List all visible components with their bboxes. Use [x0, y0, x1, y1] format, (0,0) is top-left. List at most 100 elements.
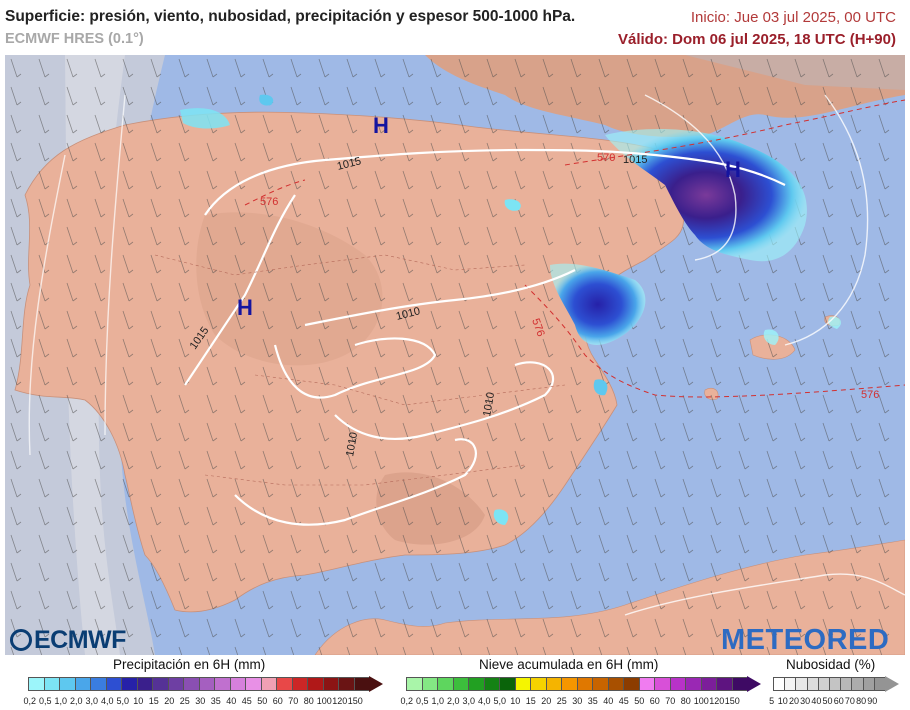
precip-tick-label: 60: [272, 696, 283, 706]
snow-tick-label: 40: [603, 696, 614, 706]
precip-color-swatch: [276, 677, 292, 691]
snow-tick-label: 25: [556, 696, 567, 706]
precip-ticks: 0,2 0,5 1,0 2,0 3,0 4,0 5,0 10 15 20 25 30 35 40 45 50 6…: [22, 696, 363, 708]
thickness-label: 576: [861, 389, 879, 401]
snow-ticks: 0,2 0,5 1,0 2,0 3,0 4,0 5,0 10 15 20 25 30 35 40 45 50 6…: [399, 696, 740, 708]
snow-color-swatch: [638, 677, 654, 691]
precip-color-swatch: [338, 677, 354, 691]
thickness-line: [564, 99, 905, 166]
snow-color-swatch: [561, 677, 577, 691]
cloud-color-bar: [773, 676, 899, 692]
snow-tick-label: 100: [693, 696, 709, 706]
snow-color-swatch: [545, 677, 561, 691]
snow-tick-label: 35: [587, 696, 598, 706]
precip-color-swatch: [167, 677, 183, 691]
snow-tick-label: 50: [634, 696, 645, 706]
cloud-color-swatch: [817, 677, 829, 691]
cloud-tick-label: 90: [867, 696, 878, 706]
precip-color-swatch: [307, 677, 323, 691]
precip-color-swatch: [28, 677, 44, 691]
snow-tick-label: 0,5: [415, 696, 429, 706]
precip-tick-label: 1,0: [54, 696, 67, 706]
cloud-tick-label: 70: [844, 696, 855, 706]
precip-color-swatch: [121, 677, 137, 691]
snow-color-swatch: [731, 677, 747, 691]
snow-tick-label: 4,0: [477, 696, 491, 706]
snow-tick-label: 10: [510, 696, 521, 706]
high-pressure-center: H: [237, 295, 253, 320]
cloud-tick-label: 5: [769, 696, 775, 706]
isobar-label: 1015: [623, 154, 647, 166]
wind-barbs: [5, 55, 905, 655]
precip-legend-title: Precipitación en 6H (mm): [113, 657, 266, 672]
thickness-label: 576: [260, 196, 278, 208]
thickness-label: 576: [529, 317, 547, 338]
snow-color-swatch: [592, 677, 608, 691]
precip-color-swatch: [136, 677, 152, 691]
snow-tick-label: 30: [572, 696, 583, 706]
isobar-1015: [204, 148, 786, 216]
weather-map[interactable]: H H H 1015 1015 1015 1010 1010 1010 570 …: [5, 55, 905, 655]
cloud-tick-label: 20: [788, 696, 799, 706]
map-title: Superficie: presión, viento, nubosidad, …: [5, 8, 576, 25]
snow-tick-label: 1,0: [431, 696, 444, 706]
snow-legend-title: Nieve acumulada en 6H (mm): [479, 657, 659, 672]
cloud-color-swatch: [873, 677, 885, 691]
snow-tick-label: 150: [724, 696, 740, 706]
cloud-tick-label: 30: [800, 696, 811, 706]
cloud-color-swatch: [840, 677, 852, 691]
snow-color-swatch: [685, 677, 701, 691]
cloud-tick-label: 50: [822, 696, 833, 706]
snow-color-bar: [406, 676, 761, 692]
precip-tick-label: 2,0: [69, 696, 83, 706]
precip-tick-label: 150: [347, 696, 363, 706]
precip-tick-label: 40: [226, 696, 237, 706]
precip-tick-label: 0,5: [38, 696, 52, 706]
precip-tick-label: 3,0: [85, 696, 98, 706]
cloud-legend-title: Nubosidad (%): [786, 657, 876, 672]
snow-color-bar-arrow: [747, 676, 761, 692]
snow-tick-label: 3,0: [462, 696, 475, 706]
precip-tick-label: 15: [148, 696, 159, 706]
precip-color-swatch: [105, 677, 121, 691]
isobar-label: 1010: [395, 305, 422, 323]
high-pressure-center: H: [725, 157, 741, 182]
snow-color-swatch: [406, 677, 422, 691]
snow-color-swatch: [700, 677, 716, 691]
snow-tick-label: 0,2: [400, 696, 413, 706]
precip-color-swatch: [214, 677, 230, 691]
precip-color-swatch: [322, 677, 338, 691]
cloud-ticks: 5 10 20 30 40 50 60 70 80 90: [766, 696, 878, 708]
precip-tick-label: 100: [316, 696, 332, 706]
precip-tick-label: 30: [195, 696, 206, 706]
snow-color-swatch: [452, 677, 468, 691]
snow-color-swatch: [669, 677, 685, 691]
snow-color-swatch: [514, 677, 530, 691]
snow-color-swatch: [421, 677, 437, 691]
precip-area-valencia: [550, 263, 646, 345]
snow-tick-label: 120: [709, 696, 725, 706]
precip-color-swatch: [59, 677, 75, 691]
precip-color-bar-arrow: [369, 676, 383, 692]
precip-color-swatch: [245, 677, 261, 691]
init-time: Inicio: Jue 03 jul 2025, 00 UTC: [690, 9, 896, 26]
cloud-color-swatch: [773, 677, 785, 691]
snow-color-swatch: [468, 677, 484, 691]
ecmwf-logo: ECMWF: [10, 626, 126, 655]
precip-tick-label: 4,0: [100, 696, 114, 706]
precip-color-swatch: [152, 677, 168, 691]
legend: Precipitación en 6H (mm) 0,2 0,5 1,0 2,0 3,0…: [0, 655, 910, 710]
snow-tick-label: 20: [541, 696, 552, 706]
snow-tick-label: 5,0: [493, 696, 506, 706]
precip-tick-label: 50: [257, 696, 268, 706]
cloud-color-swatch: [795, 677, 807, 691]
cloud-color-swatch: [862, 677, 874, 691]
cloud-tick-label: 10: [777, 696, 788, 706]
isobar-label: 1010: [344, 431, 360, 457]
precip-color-swatch: [74, 677, 90, 691]
precip-area-catalonia: [605, 129, 807, 262]
snow-color-swatch: [483, 677, 499, 691]
precip-tick-label: 20: [164, 696, 175, 706]
precip-tick-label: 80: [303, 696, 314, 706]
thickness-label: 570: [597, 152, 615, 164]
